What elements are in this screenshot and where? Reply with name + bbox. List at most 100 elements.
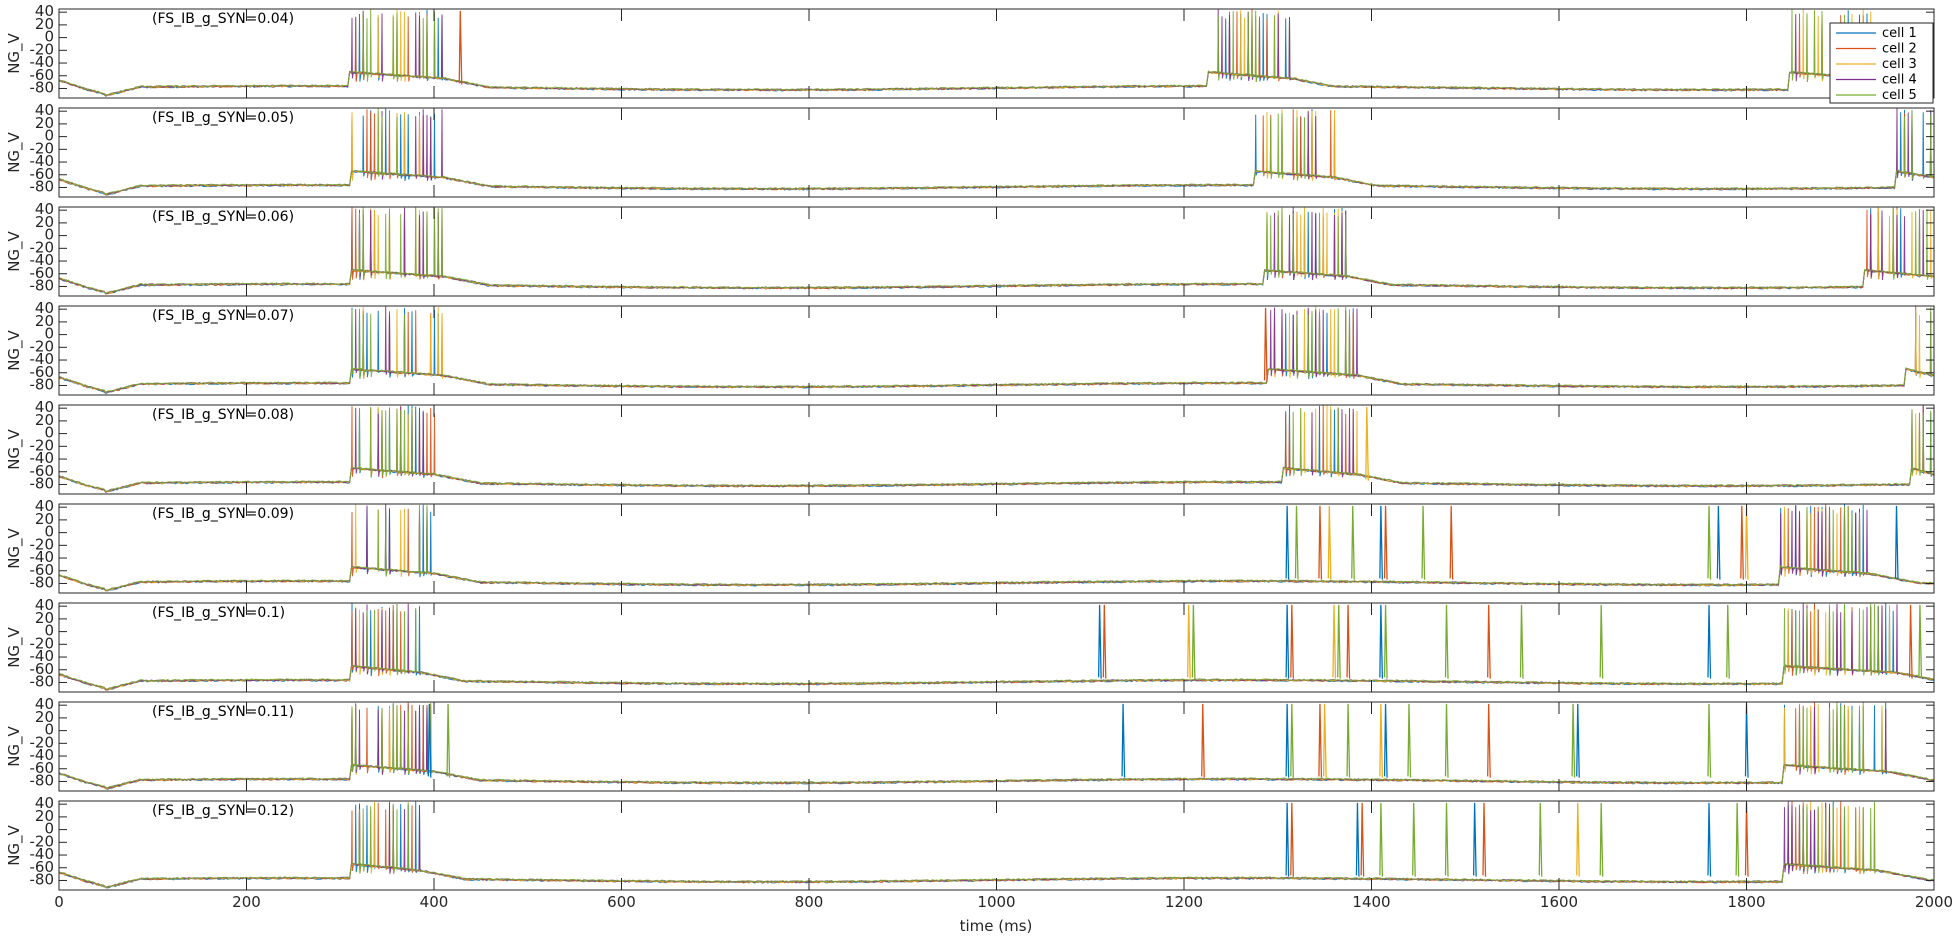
y-tick-label: 20	[35, 510, 54, 528]
panel-traces	[59, 504, 1934, 592]
series-5-trace	[59, 406, 1934, 493]
spike	[1285, 703, 1290, 778]
spike	[1444, 802, 1449, 877]
spike	[1346, 604, 1351, 679]
series-3-trace	[59, 9, 1934, 97]
x-tick-label: 200	[232, 893, 261, 911]
series-3-trace	[59, 603, 1934, 690]
panel-traces	[59, 108, 1934, 196]
y-tick-label: 20	[35, 411, 54, 429]
series-5-trace	[59, 9, 1934, 96]
series-2-trace	[59, 801, 1934, 889]
series-1-trace	[59, 702, 1934, 790]
spike	[1355, 802, 1360, 877]
spike	[1444, 604, 1449, 679]
spike	[1290, 802, 1294, 877]
series-2-trace	[59, 9, 1934, 97]
spike	[1360, 802, 1365, 877]
spike	[1294, 505, 1299, 580]
series-4-trace	[59, 207, 1934, 295]
spike	[1383, 604, 1388, 679]
series-3-trace	[59, 703, 1934, 790]
series-3-trace	[59, 801, 1934, 889]
y-tick-label: 40	[35, 200, 54, 218]
panel-annotation: (FS_IB_g_SYN=0.05)	[152, 110, 294, 126]
spike	[1121, 703, 1126, 778]
series-4-trace	[59, 603, 1934, 690]
spike	[1351, 505, 1355, 580]
panel-annotation: (FS_IB_g_SYN=0.08)	[152, 407, 294, 423]
spike	[1908, 604, 1913, 679]
panel-traces	[59, 207, 1934, 295]
y-tick-label: -20	[30, 337, 55, 355]
y-tick-label: -40	[30, 251, 55, 269]
x-tick-label: 1000	[977, 893, 1015, 911]
y-tick-label: 40	[35, 2, 54, 20]
series-4-trace	[59, 504, 1934, 591]
x-tick-label: 2000	[1915, 893, 1953, 911]
series-2-trace	[59, 702, 1934, 790]
series-4-trace	[59, 801, 1934, 888]
panel-annotation: (FS_IB_g_SYN=0.04)	[152, 11, 294, 27]
spike	[1379, 604, 1384, 679]
panel-annotation: (FS_IB_g_SYN=0.06)	[152, 209, 294, 225]
y-tick-label: -80	[30, 672, 55, 690]
y-tick-label: 40	[35, 596, 54, 614]
spike	[1744, 802, 1749, 877]
spike	[1472, 802, 1477, 877]
spike	[1519, 604, 1524, 679]
series-1-trace	[59, 207, 1934, 295]
spike	[1571, 703, 1576, 778]
y-tick-label: 0	[44, 820, 54, 838]
y-tick-label: -80	[30, 375, 55, 393]
y-tick-label: -20	[30, 535, 55, 553]
spike	[1735, 802, 1740, 877]
y-tick-label: 20	[35, 609, 54, 627]
spike	[1740, 505, 1744, 580]
panel-frame	[58, 206, 1935, 297]
spike	[1318, 703, 1323, 778]
y-tick-label: -20	[30, 139, 55, 157]
series-1-trace	[59, 307, 1934, 395]
y-axis-label: NG_V	[5, 428, 24, 469]
y-tick-label: 0	[44, 721, 54, 739]
x-tick-label: 1400	[1352, 893, 1390, 911]
panel-annotation: (FS_IB_g_SYN=0.1)	[152, 605, 285, 621]
y-tick-label: -80	[30, 771, 55, 789]
x-axis-label: time (ms)	[960, 917, 1033, 935]
panel-annotation: (FS_IB_g_SYN=0.09)	[152, 506, 294, 522]
series-2-trace	[59, 109, 1934, 196]
x-tick-label: 800	[795, 893, 824, 911]
spike	[1918, 604, 1923, 679]
spike	[1412, 802, 1416, 877]
series-4-trace	[59, 108, 1934, 195]
spike	[1599, 802, 1604, 877]
spike	[1707, 604, 1712, 679]
y-tick-label: 40	[35, 398, 54, 416]
spike	[1102, 604, 1107, 679]
y-tick-label: -20	[30, 436, 55, 454]
y-axis-label: NG_V	[5, 824, 24, 865]
y-tick-label: 0	[44, 28, 54, 46]
series-3-trace	[59, 207, 1934, 295]
y-tick-label: -40	[30, 152, 55, 170]
y-tick-label: -20	[30, 238, 55, 256]
panel-frame	[58, 800, 1935, 891]
spike	[1285, 802, 1290, 877]
y-tick-label: -60	[30, 165, 55, 183]
y-tick-label: 0	[44, 226, 54, 244]
spike	[1290, 703, 1294, 778]
y-tick-label: 20	[35, 114, 54, 132]
series-5-trace	[59, 603, 1934, 690]
x-tick-label: 1600	[1540, 893, 1578, 911]
y-axis-label: NG_V	[5, 32, 24, 73]
spike	[1707, 505, 1712, 580]
y-tick-label: -40	[30, 746, 55, 764]
panel-traces	[59, 9, 1934, 97]
y-tick-label: 40	[35, 497, 54, 515]
y-tick-label: -80	[30, 573, 55, 591]
